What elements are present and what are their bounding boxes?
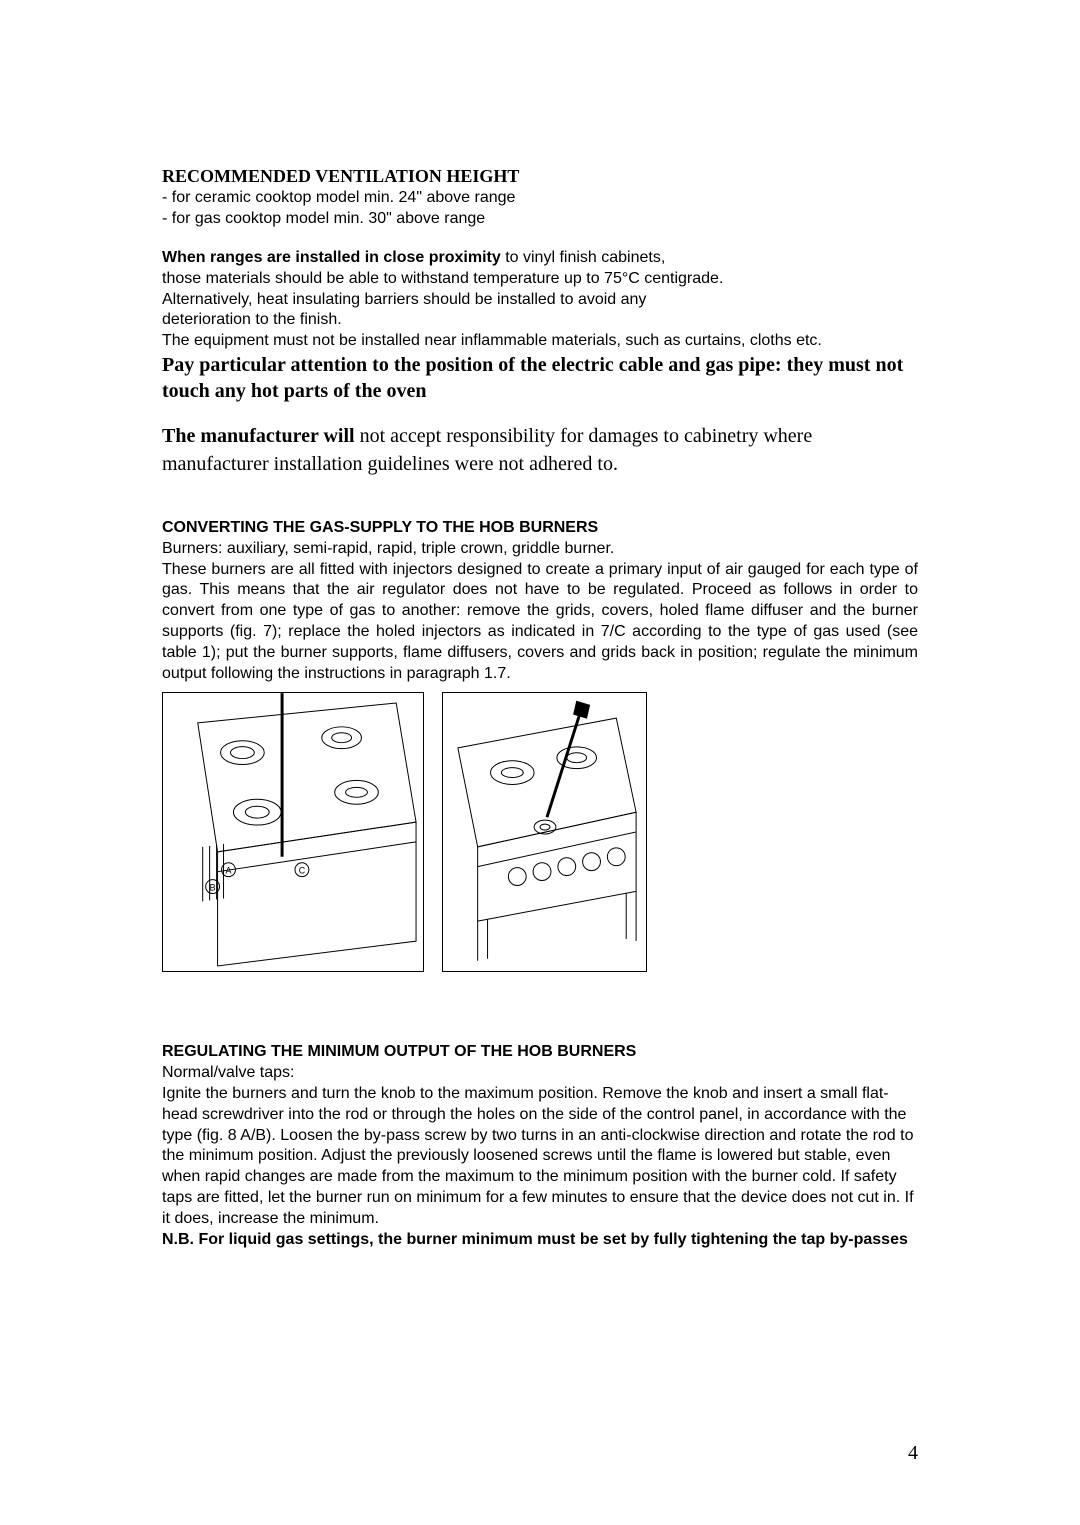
converting-para: These burners are all fitted with inject…	[162, 560, 918, 685]
section-converting: CONVERTING THE GAS-SUPPLY TO THE HOB BUR…	[162, 518, 918, 684]
figure-7c	[442, 692, 647, 972]
section-proximity: When ranges are installed in close proxi…	[162, 248, 918, 404]
svg-text:C: C	[299, 866, 306, 876]
manufacturer-bold-lead: The manufacturer will	[162, 425, 355, 447]
svg-text:A: A	[226, 866, 232, 876]
ventilation-line1: - for ceramic cooktop model min. 24" abo…	[162, 188, 918, 209]
page-number: 4	[908, 1442, 918, 1465]
regulating-line1: Normal/valve taps:	[162, 1063, 918, 1084]
section-regulating: REGULATING THE MINIMUM OUTPUT OF THE HOB…	[162, 1042, 918, 1250]
ventilation-line2: - for gas cooktop model min. 30" above r…	[162, 209, 918, 230]
ventilation-heading: RECOMMENDED VENTILATION HEIGHT	[162, 165, 918, 188]
figure-7: A B C	[162, 692, 424, 972]
section-ventilation: RECOMMENDED VENTILATION HEIGHT - for cer…	[162, 165, 918, 230]
proximity-bold-lead: When ranges are installed in close proxi…	[162, 249, 501, 266]
regulating-nb: N.B. For liquid gas settings, the burner…	[162, 1230, 918, 1251]
proximity-line5: The equipment must not be installed near…	[162, 331, 918, 352]
figures-row: A B C	[162, 692, 918, 972]
manufacturer-para: The manufacturer will not accept respons…	[162, 422, 918, 478]
proximity-bold-para: Pay particular attention to the position…	[162, 352, 918, 404]
cooktop-burners-diagram-icon: A B C	[163, 692, 423, 972]
proximity-line4: deterioration to the finish.	[162, 310, 918, 331]
cooktop-screwdriver-diagram-icon	[443, 692, 646, 972]
proximity-line2: those materials should be able to withst…	[162, 269, 918, 290]
proximity-para: When ranges are installed in close proxi…	[162, 248, 918, 269]
regulating-para: Ignite the burners and turn the knob to …	[162, 1084, 918, 1230]
converting-line1: Burners: auxiliary, semi-rapid, rapid, t…	[162, 539, 918, 560]
regulating-heading: REGULATING THE MINIMUM OUTPUT OF THE HOB…	[162, 1042, 918, 1063]
proximity-lead-rest: to vinyl finish cabinets,	[501, 249, 666, 266]
svg-text:B: B	[210, 883, 216, 893]
proximity-line3: Alternatively, heat insulating barriers …	[162, 290, 918, 311]
section-manufacturer: The manufacturer will not accept respons…	[162, 422, 918, 478]
converting-heading: CONVERTING THE GAS-SUPPLY TO THE HOB BUR…	[162, 518, 918, 539]
